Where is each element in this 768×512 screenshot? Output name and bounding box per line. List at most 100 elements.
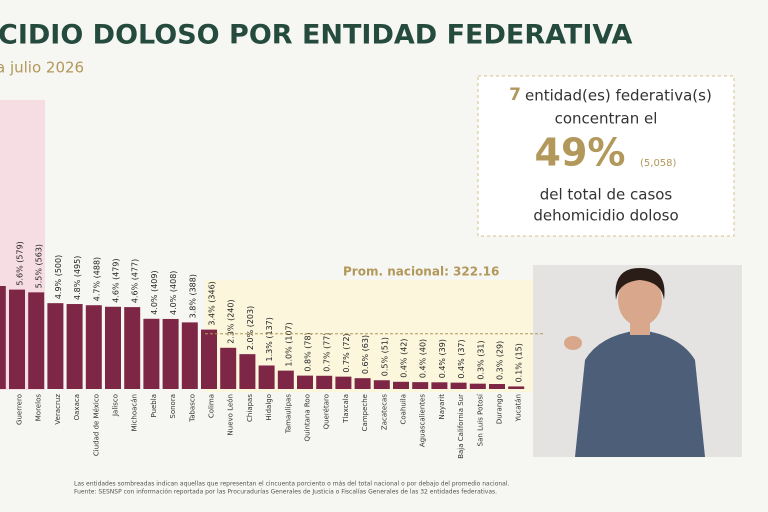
presenter-panel (533, 265, 742, 457)
x-tick-label: Colima (208, 394, 216, 418)
value-label: 0.4% (37) (457, 339, 466, 378)
bar (0, 286, 6, 389)
bar (354, 378, 371, 389)
value-label: 0.6% (63) (361, 335, 370, 374)
value-label: 2.3% (240) (227, 299, 236, 343)
bar (277, 370, 294, 389)
value-label: 0.7% (72) (342, 333, 351, 372)
bar (220, 347, 237, 389)
value-label: 0.3% (29) (496, 341, 505, 380)
value-label: 0.1% (15) (515, 343, 524, 382)
value-label: 4.9% (500) (54, 255, 63, 299)
bar (124, 307, 141, 389)
value-label: 5.6% (579) (16, 241, 25, 285)
x-tick-label: Aguascalientes (419, 394, 427, 447)
bar (412, 382, 429, 389)
x-tick-label: Tlaxcala (342, 394, 350, 424)
bar (373, 380, 390, 389)
x-tick-label: Morelos (35, 394, 43, 422)
footnote: Las entidades sombreadas indican aquella… (74, 481, 510, 488)
chart-title: CIDIO DOLOSO POR ENTIDAD FEDERATIVA (0, 20, 632, 51)
summary-line: dehomicidio doloso (533, 207, 678, 225)
bar (450, 382, 467, 389)
value-label: 1.0% (107) (284, 322, 293, 366)
value-label: 4.0% (408) (169, 271, 178, 315)
bar (469, 383, 486, 389)
bar (85, 305, 102, 389)
bar (9, 289, 25, 389)
bar (316, 375, 333, 389)
value-label: 4.8% (495) (73, 256, 82, 300)
value-label: 0.4% (39) (438, 339, 447, 378)
value-label: 4.6% (479) (112, 258, 121, 302)
value-label: 1.3% (137) (265, 317, 274, 361)
x-tick-label: Campeche (361, 394, 369, 431)
value-label: 5.5% (563) (35, 244, 44, 288)
bar (162, 318, 179, 389)
bar (181, 322, 198, 389)
bar (431, 382, 448, 389)
x-tick-label: Querétaro (323, 394, 331, 429)
x-tick-label: Tamaulipas (284, 394, 292, 435)
bar (258, 365, 275, 389)
presenter-hand (564, 336, 582, 350)
value-label: 0.5% (51) (380, 337, 389, 376)
x-tick-label: Michoacán (131, 394, 139, 431)
bar (201, 329, 217, 389)
x-tick-label: Nayarit (438, 394, 446, 420)
bar (489, 384, 505, 389)
value-label: 0.4% (42) (400, 338, 409, 377)
x-tick-label: Baja California Sur (457, 394, 465, 459)
bar (239, 354, 256, 389)
summary-percent: 49% (535, 131, 626, 175)
value-label: 4.6% (477) (131, 259, 140, 303)
bar (335, 376, 352, 389)
x-tick-label: Zacatecas (380, 394, 388, 430)
x-tick-label: Tabasco (188, 394, 196, 423)
x-tick-label: Nuevo León (227, 394, 235, 435)
x-tick-label: Guerrero (16, 394, 24, 425)
x-tick-label: San Luis Potosí (476, 393, 484, 446)
subtitle: a julio 2026 (0, 59, 84, 77)
value-label: 0.3% (31) (476, 340, 485, 379)
x-tick-label: Puebla (150, 394, 158, 418)
value-label: 0.4% (40) (419, 339, 428, 378)
x-tick-label: Hidalgo (265, 394, 273, 421)
presenter-hair (615, 268, 665, 300)
x-tick-label: Oaxaca (73, 394, 81, 420)
x-tick-label: Quintana Roo (304, 394, 312, 441)
presenter-face (618, 274, 662, 326)
bar (28, 292, 45, 389)
bar (508, 386, 525, 389)
bar (297, 375, 313, 389)
average-label: Prom. nacional: 322.16 (343, 265, 499, 279)
bar (393, 381, 409, 389)
summary-line: concentran el (555, 110, 658, 128)
bar (143, 318, 160, 389)
value-label: 4.0% (409) (150, 270, 159, 314)
x-tick-label: Yucatán (515, 394, 523, 423)
x-tick-label: Veracruz (54, 394, 62, 425)
x-tick-label: Durango (496, 394, 504, 424)
summary-count: 7 (509, 85, 521, 105)
x-tick-label: Ciudad de México (92, 394, 100, 456)
bar (66, 304, 83, 389)
value-label: 3.4% (346) (208, 281, 217, 325)
footnote: Fuente: SESNSP con información reportada… (74, 489, 497, 496)
x-tick-label: Chiapas (246, 394, 254, 422)
summary-cases: (5,058) (640, 158, 677, 169)
x-tick-label: Coahuila (400, 394, 408, 425)
bar (105, 306, 121, 389)
bar (47, 303, 64, 389)
value-label: 0.8% (78) (304, 332, 313, 371)
summary-line: del total de casos (540, 186, 673, 204)
value-label: 2.0% (203) (246, 306, 255, 350)
x-tick-label: Sonora (169, 394, 177, 419)
summary-line: entidad(es) federativa(s) (525, 87, 712, 105)
summary-box (477, 75, 735, 237)
value-label: 0.7% (77) (323, 332, 332, 371)
value-label: 3.8% (388) (188, 274, 197, 318)
presenter-body (575, 330, 705, 457)
x-tick-label: Jalisco (112, 394, 120, 417)
